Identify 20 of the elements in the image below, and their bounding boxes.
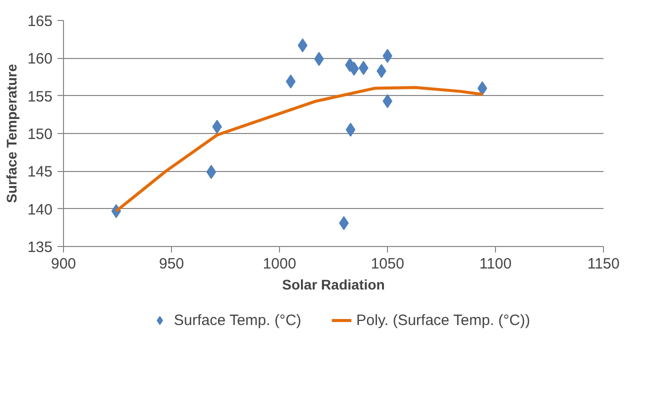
x-tick-label: 1150 — [587, 256, 620, 272]
y-tick-label: 140 — [27, 201, 53, 218]
x-tick-label: 950 — [158, 256, 184, 272]
y-tick-label: 135 — [27, 239, 53, 256]
x-axis-title: Solar Radiation — [282, 276, 385, 292]
y-tick-label: 150 — [27, 126, 53, 143]
point — [477, 81, 488, 96]
y-tick-label: 160 — [27, 50, 53, 68]
y-axis-title: Surface Temperature — [3, 64, 20, 204]
x-tick-label: 1000 — [262, 256, 296, 272]
point — [286, 74, 296, 89]
y-tick-label: 155 — [27, 88, 53, 106]
point — [206, 164, 216, 179]
x-tick-label: 1100 — [479, 256, 512, 272]
legend-label: Poly. (Surface Temp. (°C)) — [356, 312, 530, 328]
y-tick-label: 165 — [27, 13, 53, 30]
legend-label: Surface Temp. (°C) — [174, 312, 302, 328]
x-tick-label: 900 — [50, 256, 76, 272]
x-tick-label: 1050 — [370, 256, 404, 272]
y-tick-label: 145 — [27, 164, 53, 181]
